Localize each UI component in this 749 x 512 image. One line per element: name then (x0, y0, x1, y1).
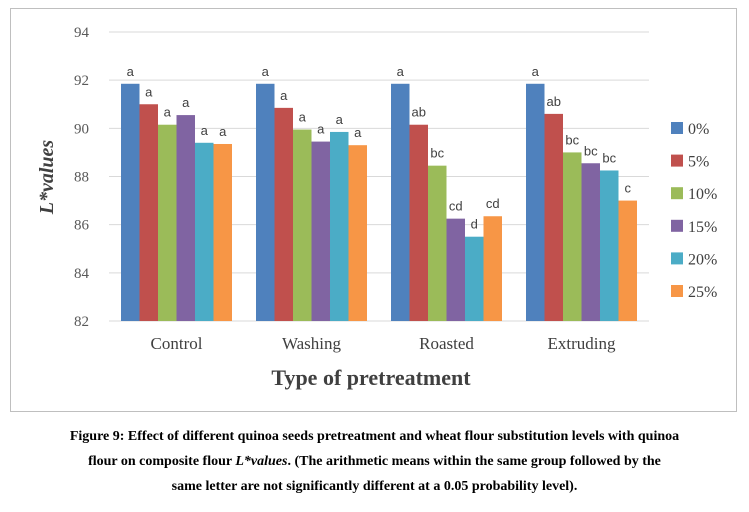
caption-line-3: same letter are not significantly differ… (171, 479, 578, 494)
data-label: a (201, 123, 209, 138)
x-category-label: Washing (282, 334, 342, 353)
x-axis-title: Type of pretreatment (271, 365, 471, 390)
y-tick-label: 82 (74, 314, 89, 330)
data-label: bc (565, 132, 579, 147)
bar (330, 131, 349, 321)
bar (526, 83, 545, 321)
bar (139, 104, 158, 321)
y-tick-label: 84 (74, 266, 90, 282)
bar (563, 152, 582, 321)
bar (391, 83, 410, 321)
data-label: a (164, 105, 172, 120)
x-category-label: Extruding (548, 334, 616, 353)
data-label: a (336, 112, 344, 127)
data-label: a (397, 64, 405, 79)
legend: 0% 5% 10% 15% 20% 25% (671, 121, 717, 301)
data-label: a (219, 124, 227, 139)
caption-line-2-end: . (The arithmetic means within the same … (287, 454, 661, 469)
legend-swatch (671, 219, 683, 232)
data-label: cd (449, 199, 463, 214)
data-label: a (262, 64, 270, 79)
data-label: c (625, 181, 632, 196)
data-label: a (354, 125, 362, 140)
chart-frame: 82 84 86 88 90 92 94 a a a a a a a a a a a a a ab bc cd d cd a ab… (10, 8, 737, 412)
bar (311, 141, 330, 321)
legend-label: 25% (688, 284, 717, 301)
bar (465, 236, 484, 321)
data-label: d (471, 217, 478, 232)
bar (600, 170, 619, 321)
bars (121, 83, 637, 322)
legend-swatch (671, 154, 683, 167)
data-label: a (532, 64, 540, 79)
bar (581, 163, 600, 321)
y-tick-label: 86 (74, 218, 90, 234)
bar (195, 142, 214, 321)
data-label: a (317, 122, 325, 137)
y-tick-label: 92 (74, 73, 89, 89)
caption-line-1: Figure 9: Effect of different quinoa see… (69, 429, 680, 444)
bar (121, 83, 140, 321)
data-label: ab (547, 94, 561, 109)
data-label: a (299, 110, 307, 125)
caption-line-2-italic: L*values (235, 454, 288, 469)
x-category-label: Roasted (419, 334, 474, 353)
y-tick-label: 90 (74, 121, 89, 137)
legend-label: 0% (688, 121, 709, 138)
caption-line-2-start: flour on composite flour (88, 454, 236, 469)
bar (274, 107, 293, 321)
x-category-label: Control (151, 334, 203, 353)
caption-line-2: flour on composite flour L*values. (The … (8, 449, 741, 474)
legend-swatch (671, 252, 683, 265)
bar (158, 124, 177, 322)
bar (348, 145, 367, 321)
bar (409, 124, 428, 322)
data-label: ab (412, 105, 426, 120)
legend-label: 10% (688, 186, 717, 203)
bar (544, 113, 563, 321)
legend-label: 15% (688, 219, 717, 236)
y-tick-label: 94 (74, 25, 90, 41)
legend-swatch (671, 285, 683, 297)
x-axis-categories: Control Washing Roasted Extruding (151, 334, 616, 353)
data-label: bc (430, 146, 444, 161)
bar (213, 143, 232, 321)
legend-label: 20% (688, 251, 717, 268)
y-axis-title: L*values (36, 140, 58, 216)
data-label: cd (486, 196, 500, 211)
data-label: a (127, 64, 135, 79)
bar (428, 165, 447, 321)
bar (483, 216, 502, 321)
data-label: a (145, 84, 153, 99)
data-label: a (280, 88, 288, 103)
legend-swatch (671, 187, 683, 200)
legend-swatch (671, 122, 683, 134)
data-label: a (182, 95, 190, 110)
figure-caption: Figure 9: Effect of different quinoa see… (8, 424, 741, 499)
bar (293, 129, 312, 321)
bar (176, 115, 195, 322)
y-axis-ticks: 82 84 86 88 90 92 94 (74, 25, 90, 330)
legend-label: 5% (688, 154, 709, 171)
bar (618, 200, 637, 321)
bar (256, 83, 275, 321)
data-label: bc (584, 143, 598, 158)
y-tick-label: 88 (74, 170, 89, 186)
data-label: bc (602, 150, 616, 165)
bar (446, 218, 465, 321)
